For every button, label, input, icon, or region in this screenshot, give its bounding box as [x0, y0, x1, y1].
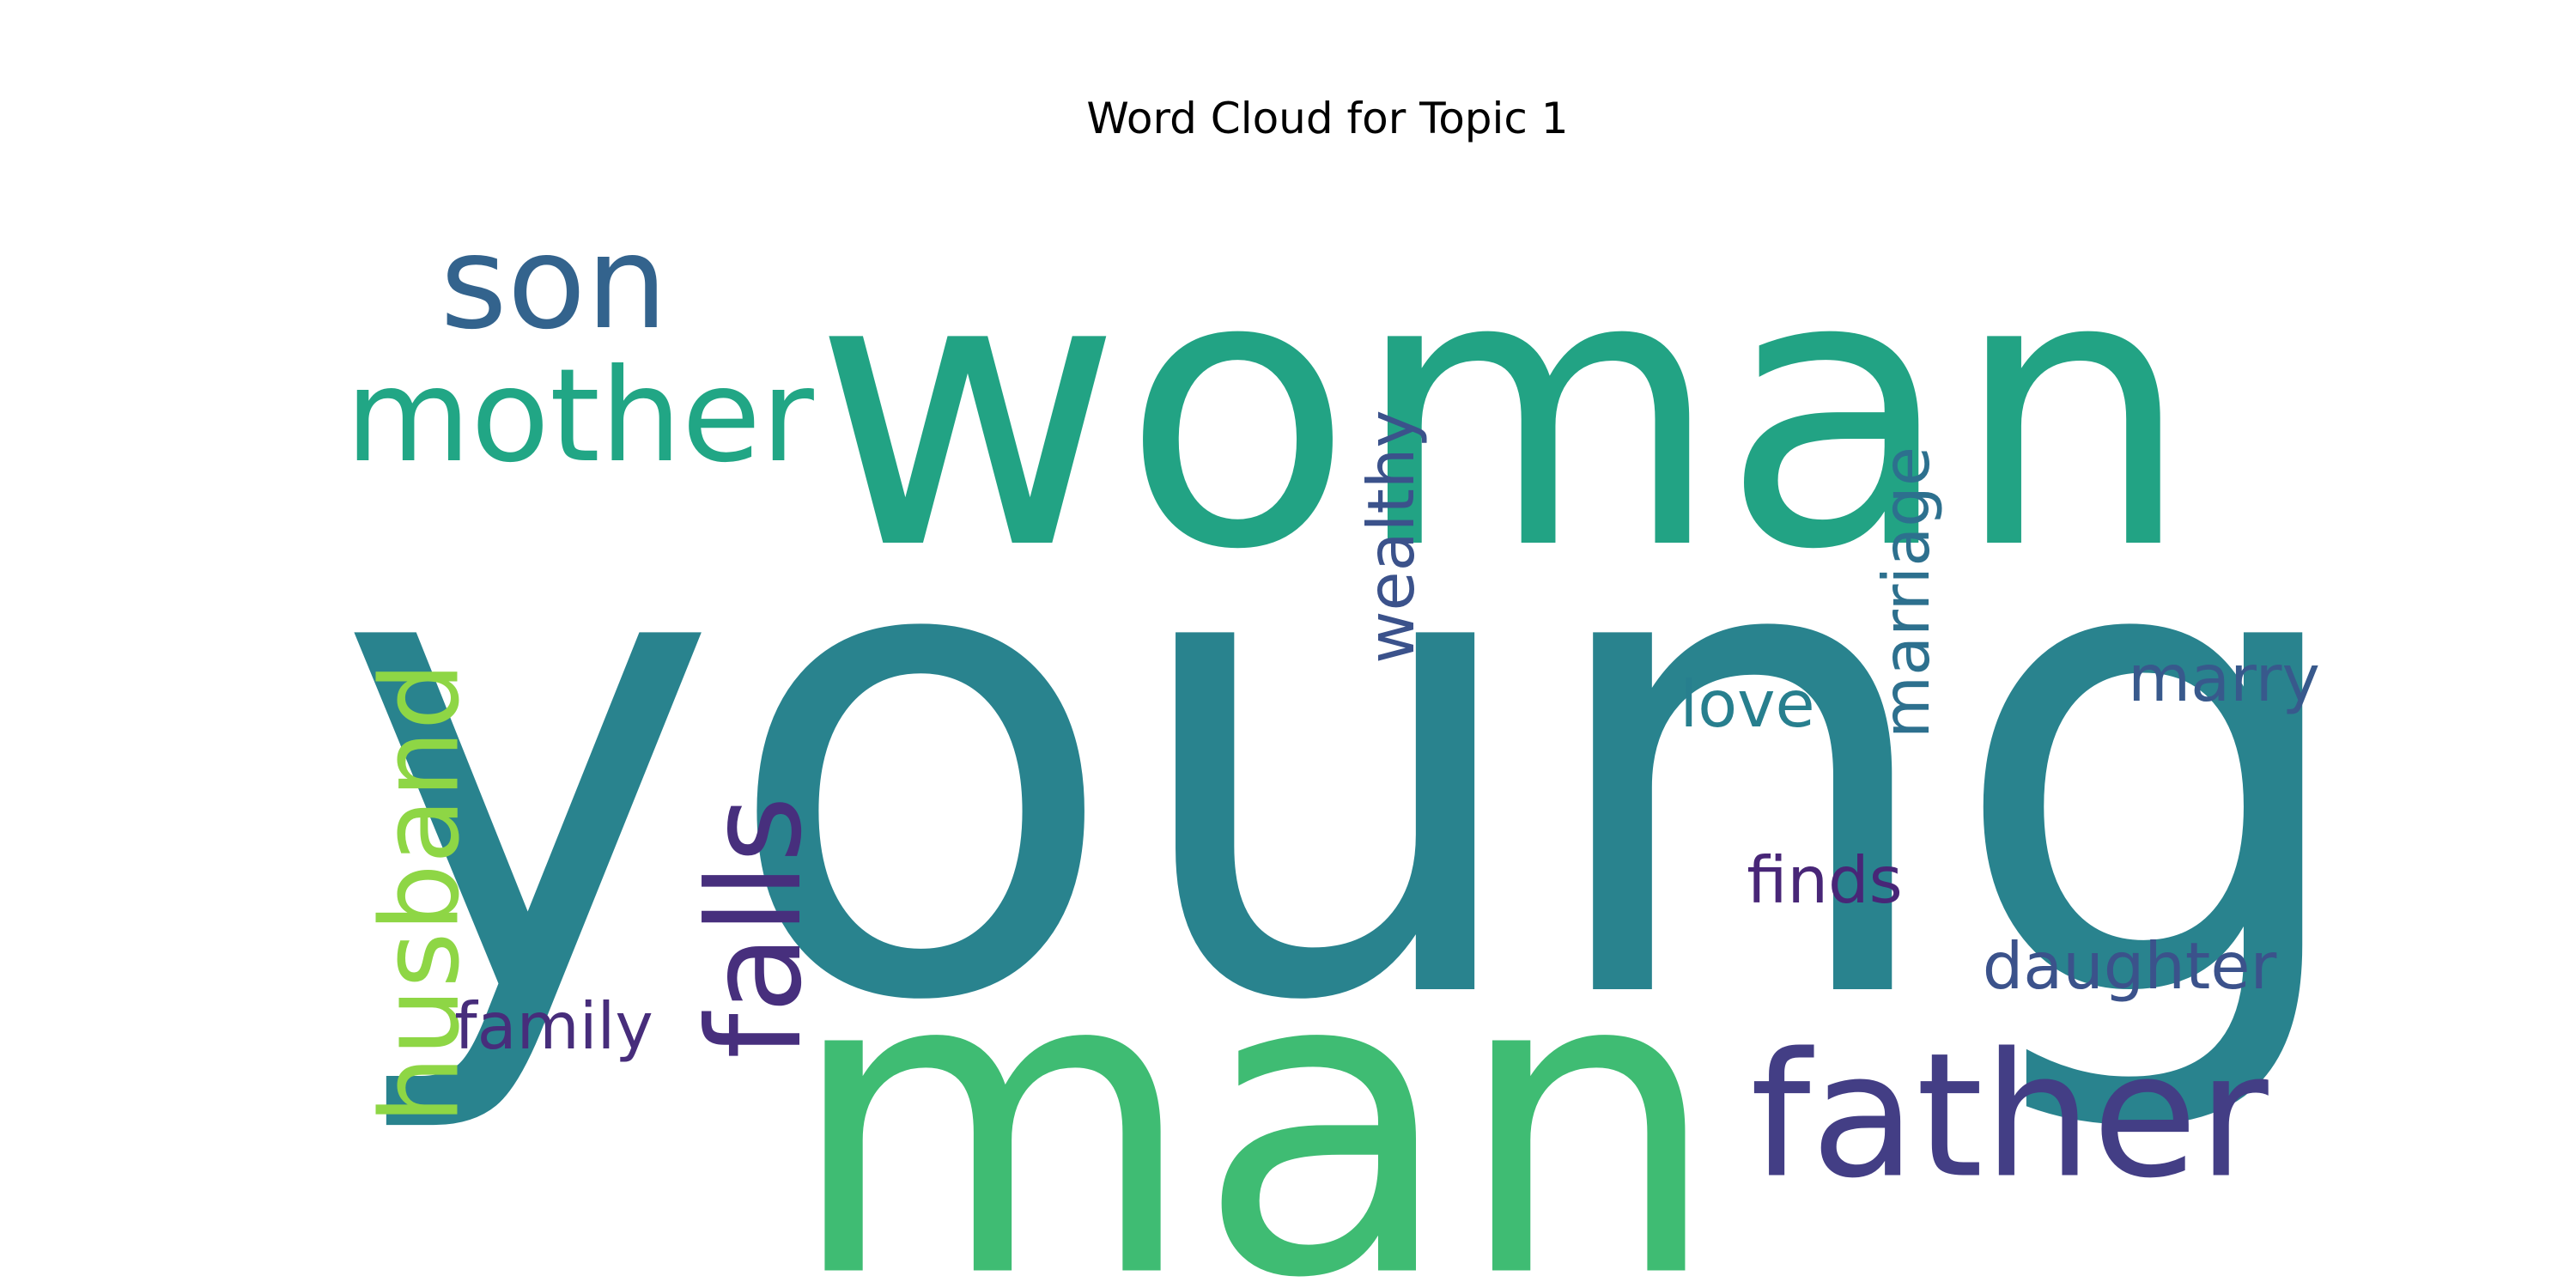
word-marry: marry	[2128, 641, 2320, 716]
word-family: family	[454, 988, 653, 1064]
word-man: man	[787, 880, 1721, 1288]
word-son: son	[440, 209, 668, 358]
word-woman: woman	[813, 192, 2192, 632]
word-finds: finds	[1747, 842, 1902, 918]
word-marriage: marriage	[1868, 447, 1944, 738]
word-young: young	[335, 385, 2362, 1144]
word-falls: falls	[681, 796, 830, 1059]
word-love: love	[1680, 666, 1814, 742]
word-daughter: daughter	[1983, 928, 2277, 1004]
word-mother: mother	[345, 342, 814, 491]
word-husband: husband	[359, 662, 483, 1124]
chart-title: Word Cloud for Topic 1	[1086, 94, 1569, 143]
word-wealthy: wealthy	[1353, 410, 1429, 664]
word-father: father	[1750, 1017, 2269, 1217]
